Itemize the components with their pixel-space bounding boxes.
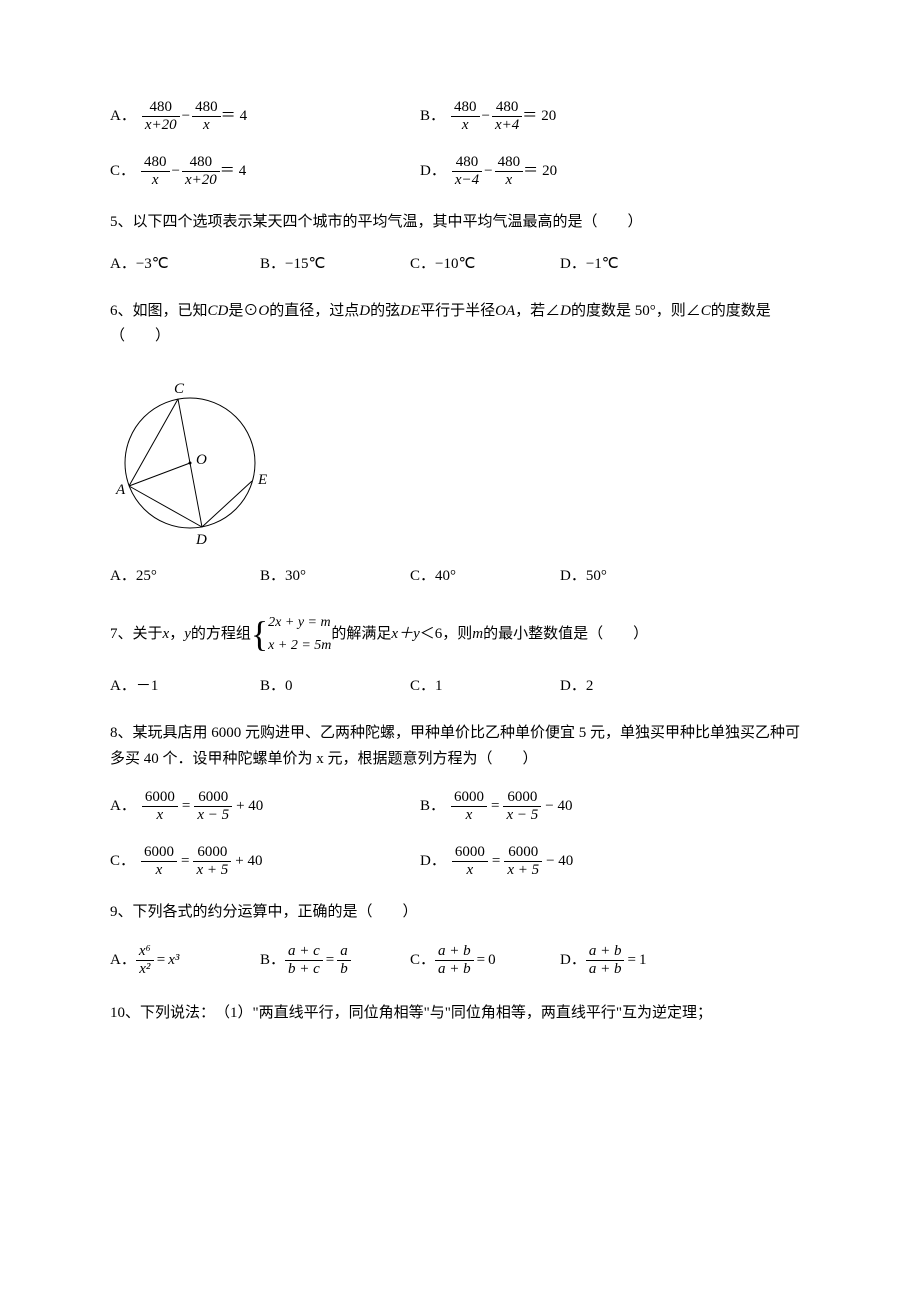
q9-option-A: A． x⁶x² = x³ — [110, 944, 260, 977]
fraction: 6000x — [141, 845, 177, 878]
fraction: 6000x − 5 — [194, 790, 232, 823]
q7-text: 7、关于 x ， y 的方程组 { 2x + y = m x + 2 = 5m … — [110, 611, 810, 659]
q9-option-B: B． a + cb + c = ab — [260, 944, 410, 977]
q4-option-D: D． 480x−4 − 480x ＝ 20 — [420, 155, 730, 188]
fraction: 480x+4 — [492, 100, 522, 133]
q5-text: 5、以下四个选项表示某天四个城市的平均气温，其中平均气温最高的是（ ） — [110, 210, 810, 236]
fraction: ab — [337, 944, 351, 977]
fraction: 480x — [141, 155, 170, 188]
q10-text: 10、下列说法： （1）"两直线平行，同位角相等"与"同位角相等，两直线平行"互… — [110, 1001, 810, 1027]
fraction: 6000x — [452, 845, 488, 878]
fig-label-C: C — [174, 381, 185, 397]
fraction: 480x — [451, 100, 480, 133]
q8-options-row2: C． 6000x = 6000x + 5 + 40 D． 6000x = 600… — [110, 845, 810, 878]
q4-option-C: C． 480x − 480x+20 ＝ 4 — [110, 155, 420, 188]
q8-options-row1: A． 6000x = 6000x − 5 + 40 B． 6000x = 600… — [110, 790, 810, 823]
option-label: B． — [420, 106, 445, 127]
fraction: x⁶x² — [136, 944, 154, 977]
fig-label-E: E — [257, 472, 267, 488]
option-label: C． — [110, 161, 135, 182]
q5-option-A: A．−3℃ — [110, 254, 260, 275]
q8-option-D: D． 6000x = 6000x + 5 − 40 — [420, 845, 730, 878]
q4-options-row1: A． 480x+20 − 480x ＝ 4 B． 480x − 480x+4 ＝… — [110, 100, 810, 133]
q9-text: 9、下列各式的约分运算中，正确的是（ ） — [110, 900, 810, 926]
q8-option-B: B． 6000x = 6000x − 5 − 40 — [420, 790, 730, 823]
q5-options: A．−3℃ B．−15℃ C．−10℃ D．−1℃ — [110, 254, 810, 275]
q8-option-A: A． 6000x = 6000x − 5 + 40 — [110, 790, 420, 823]
q7-options: A．－1 B．0 C．1 D．2 — [110, 676, 810, 697]
fraction: 6000x + 5 — [504, 845, 542, 878]
q6-option-B: B．30° — [260, 566, 410, 587]
fraction: a + ba + b — [586, 944, 625, 977]
fig-label-A: A — [115, 482, 126, 498]
q9-option-D: D． a + ba + b = 1 — [560, 944, 710, 977]
q6-option-D: D．50° — [560, 566, 710, 587]
q4-option-B: B． 480x − 480x+4 ＝ 20 — [420, 100, 730, 133]
fraction: a + ba + b — [435, 944, 474, 977]
q5-option-C: C．−10℃ — [410, 254, 560, 275]
q7-option-C: C．1 — [410, 676, 560, 697]
q4-option-A: A． 480x+20 − 480x ＝ 4 — [110, 100, 420, 133]
q6-options: A．25° B．30° C．40° D．50° — [110, 566, 810, 587]
q5-option-D: D．−1℃ — [560, 254, 710, 275]
q7-option-D: D．2 — [560, 676, 710, 697]
option-label: D． — [420, 161, 446, 182]
q5-option-B: B．−15℃ — [260, 254, 410, 275]
fraction: 480x — [192, 100, 221, 133]
q9-options: A． x⁶x² = x³ B． a + cb + c = ab C． a + b… — [110, 944, 810, 977]
fraction: 480x+20 — [182, 155, 220, 188]
q8-option-C: C． 6000x = 6000x + 5 + 40 — [110, 845, 420, 878]
fraction: 480x−4 — [452, 155, 482, 188]
q7-option-B: B．0 — [260, 676, 410, 697]
fraction: 6000x + 5 — [193, 845, 231, 878]
fig-label-D: D — [195, 532, 207, 548]
q6-figure: C O E A D — [110, 368, 270, 548]
system-equations: 2x + y = m x + 2 = 5m — [268, 611, 331, 659]
q6-text: 6、如图，已知CD是⊙O的直径，过点D的弦DE平行于半径OA，若∠D的度数是 5… — [110, 299, 810, 350]
fraction: 480x+20 — [142, 100, 180, 133]
fraction: 6000x — [451, 790, 487, 823]
option-label: A． — [110, 106, 136, 127]
system-brace: { — [251, 622, 268, 647]
fraction: 6000x — [142, 790, 178, 823]
q6-option-C: C．40° — [410, 566, 560, 587]
fraction: 6000x − 5 — [503, 790, 541, 823]
q4-options-row2: C． 480x − 480x+20 ＝ 4 D． 480x−4 − 480x ＝… — [110, 155, 810, 188]
fig-label-O: O — [196, 452, 207, 468]
fraction: 480x — [495, 155, 524, 188]
q7-option-A: A．－1 — [110, 676, 260, 697]
q8-text: 8、某玩具店用 6000 元购进甲、乙两种陀螺，甲种单价比乙种单价便宜 5 元，… — [110, 721, 810, 772]
q6-option-A: A．25° — [110, 566, 260, 587]
fraction: a + cb + c — [285, 944, 323, 977]
q9-option-C: C． a + ba + b = 0 — [410, 944, 560, 977]
